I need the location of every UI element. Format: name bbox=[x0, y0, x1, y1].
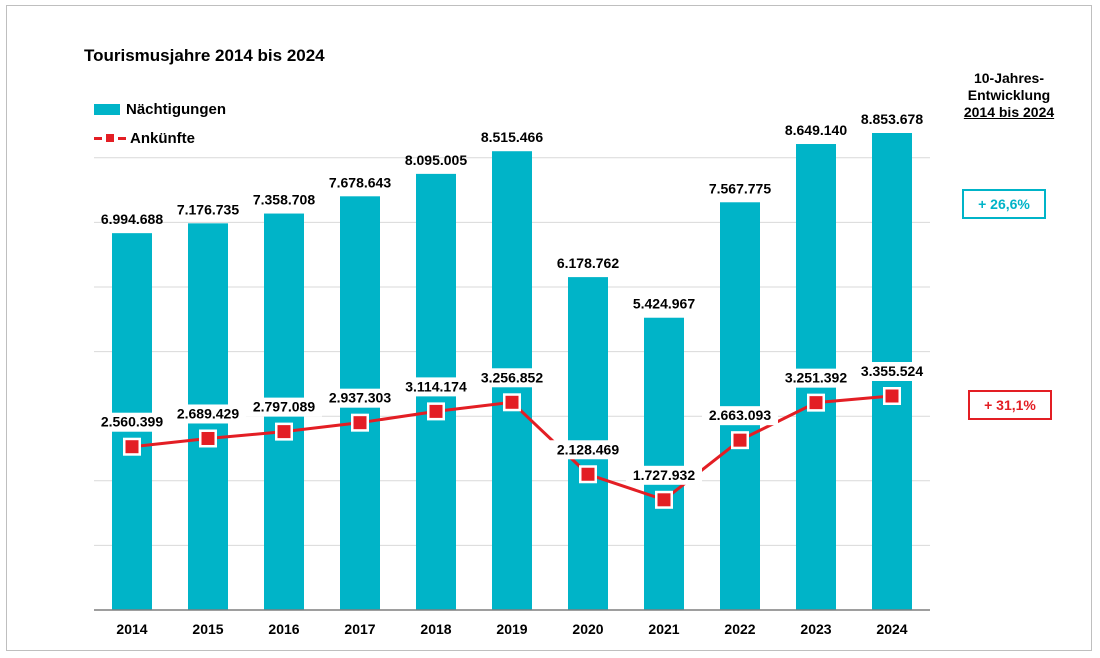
development-header-line1: 10-Jahres- bbox=[973, 70, 1045, 86]
line-label-bg bbox=[474, 368, 550, 388]
x-tick-label: 2023 bbox=[800, 621, 831, 637]
line-value-label: 2.560.399 bbox=[101, 414, 163, 430]
line-label-bg bbox=[94, 412, 170, 432]
development-naechtigungen-badge: + 26,6% bbox=[962, 189, 1046, 219]
legend-label-naechtigungen: Nächtigungen bbox=[126, 100, 226, 118]
line-label-bg bbox=[778, 368, 854, 388]
bar-value-label: 8.515.466 bbox=[481, 129, 543, 145]
bar-value-label: 6.994.688 bbox=[101, 211, 163, 227]
line-value-label: 3.256.852 bbox=[481, 369, 543, 385]
x-tick-label: 2018 bbox=[420, 621, 451, 637]
legend-item-ankuenfte: Ankünfte bbox=[94, 127, 195, 149]
bar-value-label: 7.567.775 bbox=[709, 180, 771, 196]
legend-swatch-bar bbox=[94, 103, 120, 115]
point-2021 bbox=[657, 493, 671, 507]
x-tick-label: 2017 bbox=[344, 621, 375, 637]
line-label-bg bbox=[246, 397, 322, 417]
line-label-bg bbox=[702, 406, 778, 426]
bar-value-label: 5.424.967 bbox=[633, 296, 695, 312]
bar-2021 bbox=[644, 317, 684, 610]
line-value-label: 2.937.303 bbox=[329, 390, 391, 406]
development-header-line3: 2014 bis 2024 bbox=[963, 104, 1055, 120]
point-2015 bbox=[201, 431, 215, 445]
legend-swatch-line bbox=[94, 132, 130, 144]
line-value-label: 3.114.174 bbox=[405, 378, 467, 394]
bar-value-label: 7.176.735 bbox=[177, 201, 239, 217]
line-value-label: 2.128.469 bbox=[557, 441, 619, 457]
bar-value-label: 8.853.678 bbox=[861, 111, 923, 127]
development-header: 10-Jahres- Entwicklung 2014 bis 2024 bbox=[952, 70, 1066, 121]
point-2024 bbox=[885, 389, 899, 403]
x-tick-label: 2021 bbox=[648, 621, 679, 637]
point-2016 bbox=[277, 425, 291, 439]
point-2020 bbox=[581, 467, 595, 481]
line-value-label: 2.663.093 bbox=[709, 407, 771, 423]
development-header-line2: Entwicklung bbox=[967, 87, 1051, 103]
line-label-bg bbox=[550, 440, 626, 460]
x-tick-label: 2024 bbox=[876, 621, 907, 637]
chart-title: Tourismusjahre 2014 bis 2024 bbox=[84, 46, 325, 65]
line-value-label: 3.251.392 bbox=[785, 370, 847, 386]
bar-value-label: 6.178.762 bbox=[557, 255, 619, 271]
x-tick-label: 2022 bbox=[724, 621, 755, 637]
point-2018 bbox=[429, 404, 443, 418]
x-tick-label: 2014 bbox=[116, 621, 147, 637]
data-labels: 6.994.688 7.176.735 7.358.708 7.678.643 8.09… bbox=[94, 111, 930, 485]
line-label-bg bbox=[398, 377, 474, 397]
point-2019 bbox=[505, 395, 519, 409]
x-axis: 2014 2015 2016 2017 2018 2019 2020 2021 2022 2023… bbox=[94, 609, 930, 637]
bar-2022 bbox=[720, 202, 760, 610]
legend-item-naechtigungen: Nächtigungen bbox=[94, 98, 226, 120]
line-value-label: 2.797.089 bbox=[253, 399, 315, 415]
development-ankuenfte-badge: + 31,1% bbox=[968, 390, 1052, 420]
line-label-bg bbox=[170, 404, 246, 424]
point-2017 bbox=[353, 416, 367, 430]
bar-value-label: 8.649.140 bbox=[785, 122, 847, 138]
line-value-label: 2.689.429 bbox=[177, 405, 239, 421]
line-value-label: 1.727.932 bbox=[633, 467, 695, 483]
point-2023 bbox=[809, 396, 823, 410]
line-label-bg bbox=[322, 388, 398, 408]
bar-value-label: 7.678.643 bbox=[329, 174, 391, 190]
line-label-bg bbox=[626, 465, 702, 485]
bar-value-label: 7.358.708 bbox=[253, 192, 315, 208]
legend-label-ankuenfte: Ankünfte bbox=[130, 129, 195, 147]
line-value-label: 3.355.524 bbox=[861, 363, 923, 379]
x-tick-label: 2016 bbox=[268, 621, 299, 637]
x-tick-label: 2019 bbox=[496, 621, 527, 637]
line-ankuenfte bbox=[123, 387, 901, 509]
x-tick-label: 2015 bbox=[192, 621, 223, 637]
x-tick-label: 2020 bbox=[572, 621, 603, 637]
point-2022 bbox=[733, 433, 747, 447]
bar-value-label: 8.095.005 bbox=[405, 152, 467, 168]
point-2014 bbox=[125, 440, 139, 454]
line-label-bg bbox=[854, 362, 930, 381]
